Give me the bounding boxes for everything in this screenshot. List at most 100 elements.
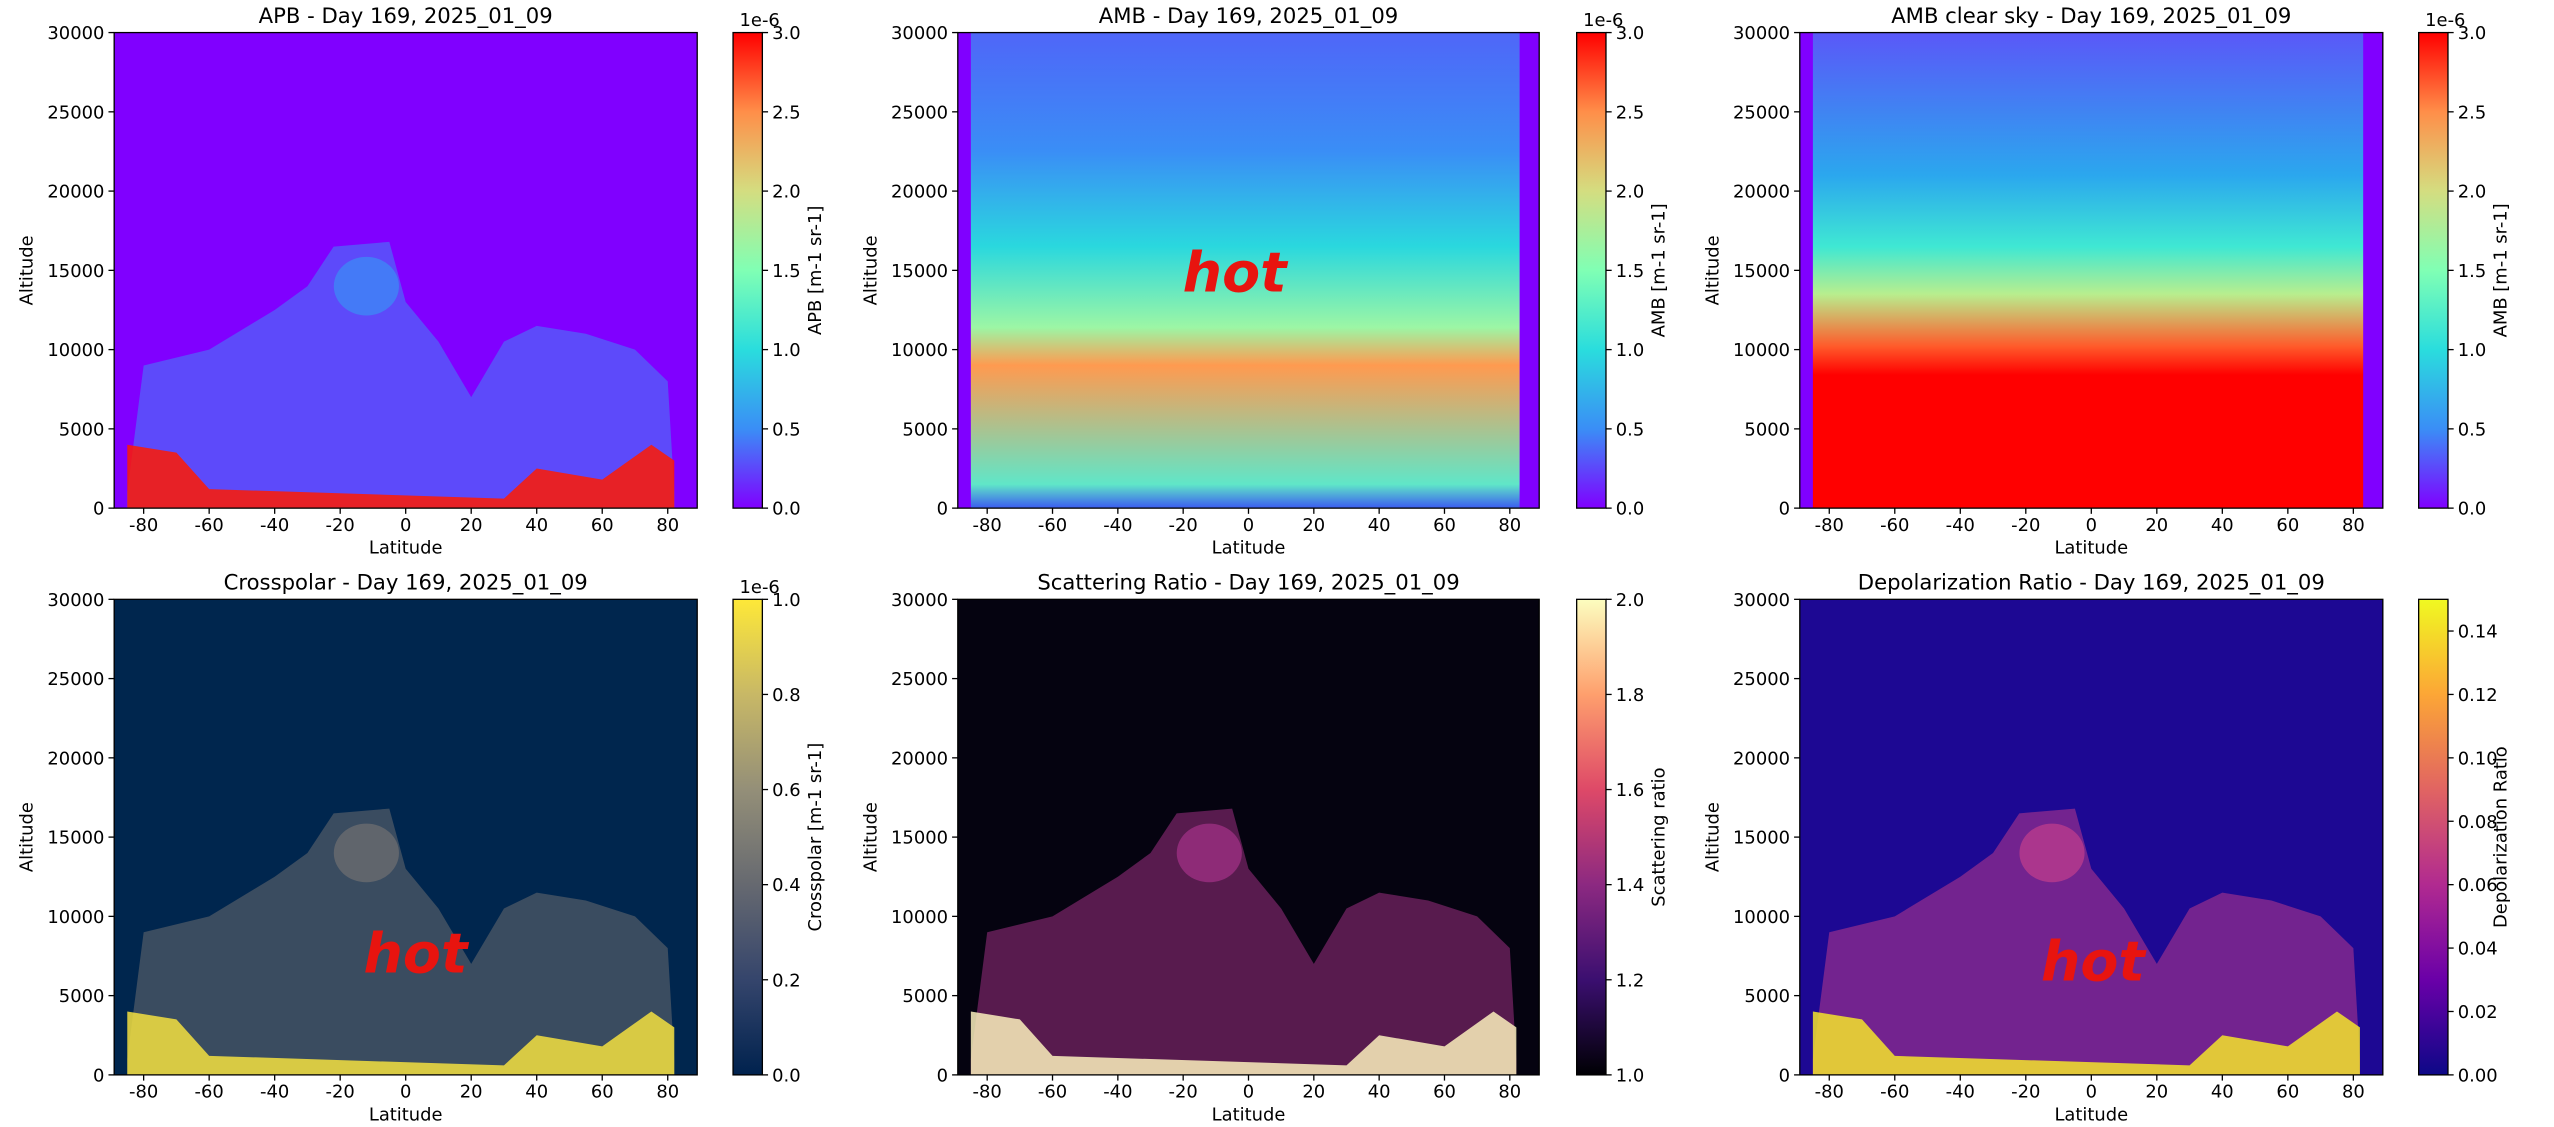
colorbar-tick-label: 0.0 <box>772 1065 800 1086</box>
colorbar-tick-label: 0.0 <box>772 499 800 520</box>
colorbar-tick-label: 0.02 <box>2458 1002 2498 1023</box>
colorbar-tick-label: 0.4 <box>772 875 800 896</box>
colorbar-label: Scattering ratio <box>1649 767 1670 906</box>
cloud-core <box>333 256 399 316</box>
colorbar-offset: 1e-6 <box>2425 10 2465 31</box>
chart-title: APB - Day 169, 2025_01_09 <box>259 3 553 28</box>
x-tick-label: 40 <box>1368 1082 1391 1103</box>
colorbar-tick-label: 0.14 <box>2458 622 2498 643</box>
y-tick-label: 15000 <box>891 828 948 849</box>
colorbar-tick-label: 0.6 <box>772 780 800 801</box>
colorbar-tick-label: 1.0 <box>1616 1065 1644 1086</box>
x-tick-label: -20 <box>1169 1082 1198 1103</box>
y-tick-label: 20000 <box>47 748 104 769</box>
heatmap-edge <box>1519 32 1540 509</box>
x-tick-label: -60 <box>195 515 224 536</box>
colorbar-tick-label: 0.08 <box>2458 812 2498 833</box>
heatmap-edge <box>1799 32 1813 509</box>
colorbar-tick-label: 2.5 <box>1616 102 1644 123</box>
colorbar-tick-label: 0.0 <box>2458 499 2486 520</box>
x-tick-label: -80 <box>129 515 158 536</box>
colorbar-tick-label: 0.06 <box>2458 875 2498 896</box>
colorbar-tick-label: 1.0 <box>2458 340 2486 361</box>
x-tick-label: 40 <box>2211 515 2234 536</box>
y-tick-label: 5000 <box>902 986 948 1007</box>
x-axis-label: Latitude <box>1212 1104 1286 1125</box>
x-tick-label: 0 <box>1243 515 1254 536</box>
x-tick-label: 80 <box>1498 1082 1521 1103</box>
colorbar-tick-label: 1.2 <box>1616 970 1644 991</box>
colorbar-tick-label: 1.0 <box>1616 340 1644 361</box>
y-tick-label: 0 <box>1779 1065 1790 1086</box>
colorbar <box>2418 31 2449 509</box>
panel: -80 -60 -40 -20 0 20 40 60 80 0 5000 10000 15000 2000… <box>17 570 826 1126</box>
colorbar-tick-label: 0.2 <box>772 970 800 991</box>
cloud-core <box>2019 823 2085 883</box>
colorbar-tick-label: 1.0 <box>772 340 800 361</box>
chart-title: Crosspolar - Day 169, 2025_01_09 <box>224 570 588 595</box>
heatmap-image <box>1799 32 2383 509</box>
x-tick-label: -60 <box>1880 1082 1909 1103</box>
colorbar-label: AMB [m-1 sr-1] <box>2491 203 2512 337</box>
colorbar-tick-label: 0.5 <box>772 419 800 440</box>
cloud-region <box>970 808 1517 1075</box>
y-axis-label: Altitude <box>860 235 881 305</box>
x-tick-label: 20 <box>460 515 483 536</box>
x-tick-label: -20 <box>2011 1082 2040 1103</box>
y-tick-label: 0 <box>93 499 104 520</box>
y-tick-label: 30000 <box>47 23 104 44</box>
panel: -80 -60 -40 -20 0 20 40 60 80 0 5000 10000 15000 2000… <box>860 570 1669 1126</box>
x-tick-label: -80 <box>1815 1082 1844 1103</box>
y-tick-label: 25000 <box>891 669 948 690</box>
x-axis-label: Latitude <box>369 1104 443 1125</box>
y-tick-label: 10000 <box>891 907 948 928</box>
colorbar-tick-label: 0.5 <box>1616 419 1644 440</box>
cloud-region <box>127 808 675 1075</box>
colorbar-offset: 1e-6 <box>1583 10 1623 31</box>
annotation: hot <box>2041 930 2147 994</box>
colorbar-tick-label: 0.5 <box>2458 419 2486 440</box>
y-tick-label: 20000 <box>47 182 104 203</box>
x-tick-label: -40 <box>1103 515 1132 536</box>
cloud-region <box>1812 808 2360 1075</box>
x-tick-label: 60 <box>1433 1082 1456 1103</box>
panel: -80 -60 -40 -20 0 20 40 60 80 0 5000 10000 15000 2000… <box>860 3 1669 559</box>
x-tick-label: -40 <box>260 515 289 536</box>
y-tick-label: 15000 <box>891 261 948 282</box>
x-axis-label: Latitude <box>1212 538 1286 559</box>
chart-title: Scattering Ratio - Day 169, 2025_01_09 <box>1037 570 1459 595</box>
colorbar-tick-label: 1.5 <box>772 261 800 282</box>
chart-title: Depolarization Ratio - Day 169, 2025_01_… <box>1858 570 2325 595</box>
x-axis-label: Latitude <box>2054 538 2128 559</box>
y-tick-label: 15000 <box>47 828 104 849</box>
y-tick-label: 25000 <box>891 102 948 123</box>
y-tick-label: 30000 <box>891 590 948 611</box>
colorbar-tick-label: 1.6 <box>1616 780 1644 801</box>
colorbar-tick-label: 2.5 <box>772 102 800 123</box>
colorbar-label: Depolarization Ratio <box>2491 746 2512 928</box>
heatmap-image <box>957 32 1540 509</box>
colorbar-tick-label: 1.5 <box>2458 261 2486 282</box>
x-tick-label: 40 <box>525 515 548 536</box>
y-axis-label: Altitude <box>17 235 38 305</box>
colorbar-tick-label: 0.8 <box>772 685 800 706</box>
x-tick-label: 40 <box>2211 1082 2234 1103</box>
y-tick-label: 10000 <box>891 340 948 361</box>
x-tick-label: 20 <box>1302 1082 1325 1103</box>
y-tick-label: 5000 <box>1744 419 1790 440</box>
colorbar-label: Crosspolar [m-1 sr-1] <box>805 743 826 932</box>
chart-title: AMB clear sky - Day 169, 2025_01_09 <box>1891 3 2291 28</box>
colorbar-tick-label: 2.0 <box>1616 182 1644 203</box>
y-tick-label: 25000 <box>47 669 104 690</box>
x-tick-label: 60 <box>1433 515 1456 536</box>
x-tick-label: 80 <box>2342 1082 2365 1103</box>
panel: -80 -60 -40 -20 0 20 40 60 80 0 5000 10000 15000 2000… <box>1702 570 2511 1126</box>
colorbar-tick-label: 3.0 <box>1616 23 1644 44</box>
x-tick-label: -40 <box>1103 1082 1132 1103</box>
colorbar <box>732 598 764 1076</box>
x-tick-label: -60 <box>1038 1082 1067 1103</box>
x-tick-label: 40 <box>525 1082 548 1103</box>
y-axis-label: Altitude <box>1702 235 1723 305</box>
colorbar-tick-label: 3.0 <box>2458 23 2486 44</box>
